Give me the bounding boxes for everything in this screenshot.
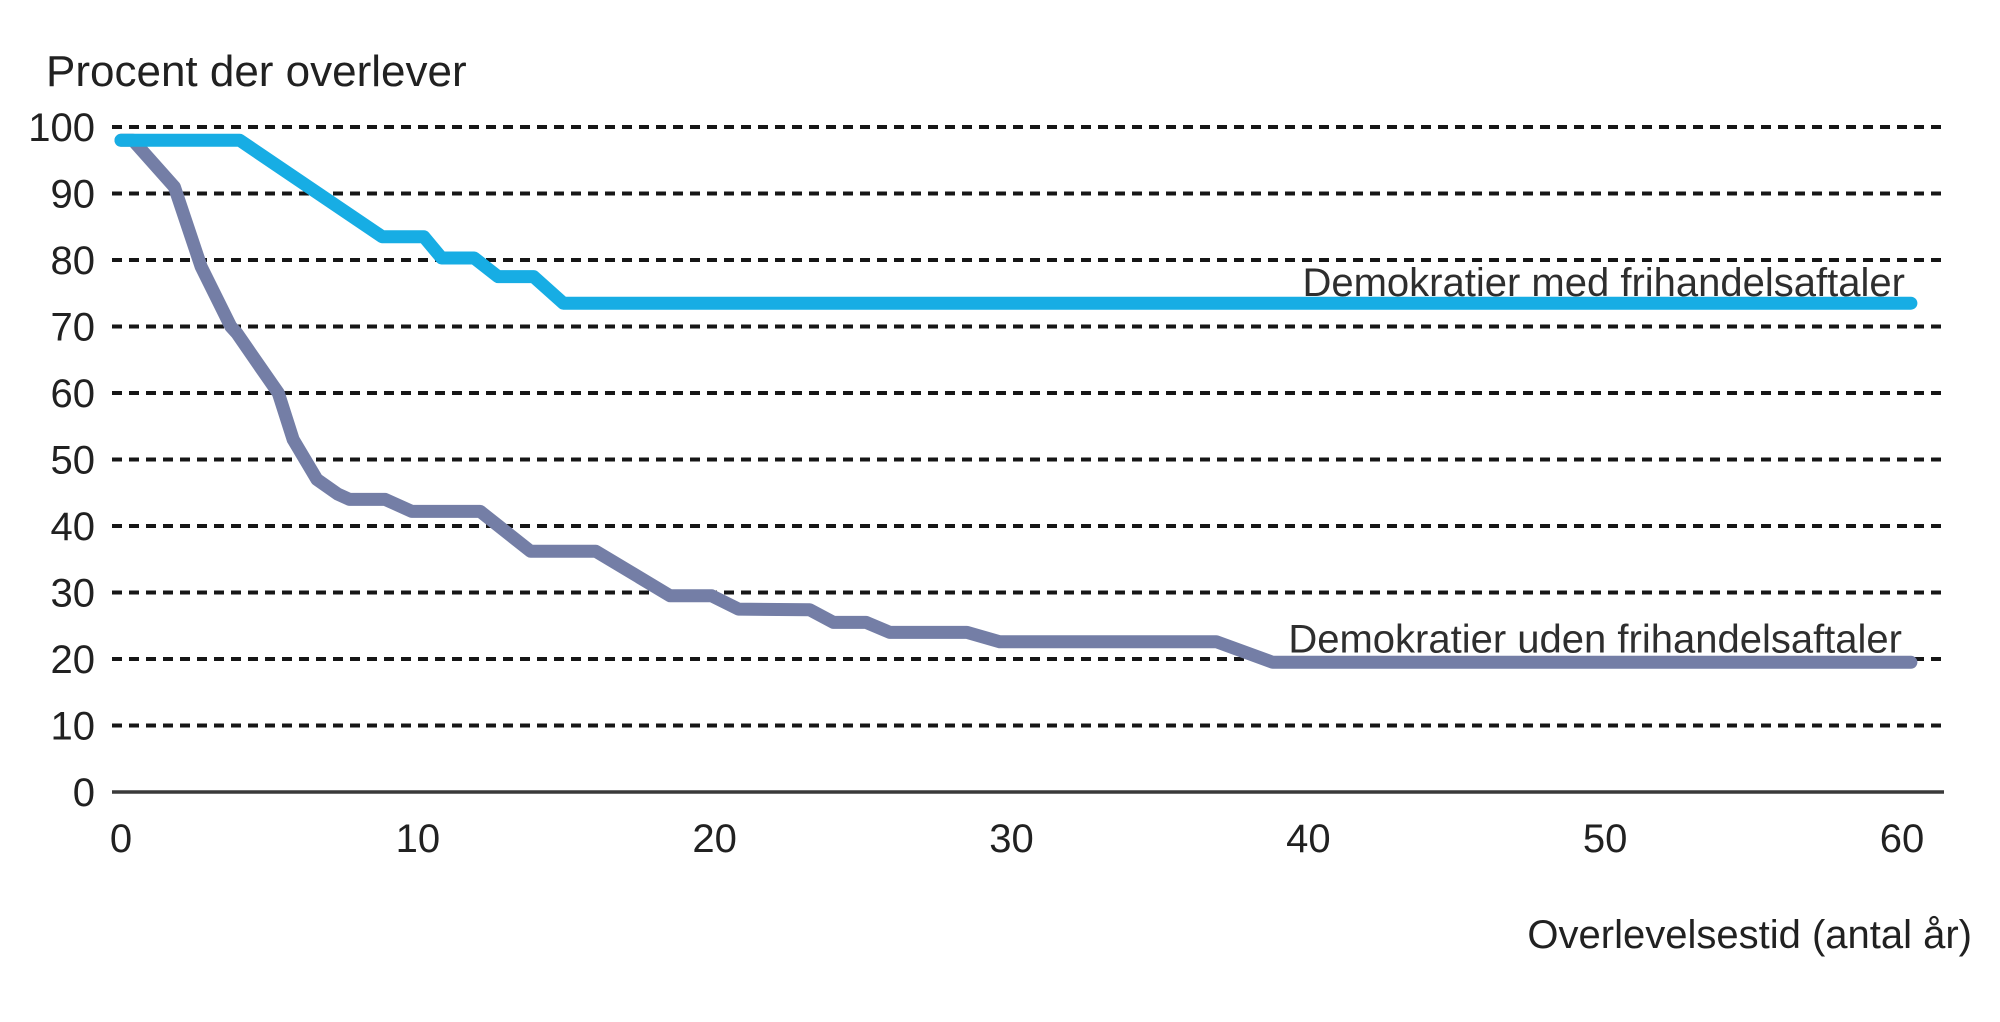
series-labels-group: Demokratier uden frihandelsaftaler Demokr… bbox=[1288, 261, 1905, 661]
y-tick-label-60: 60 bbox=[51, 372, 96, 416]
x-tick-label-40: 40 bbox=[1286, 817, 1331, 861]
x-tick-label-30: 30 bbox=[989, 817, 1034, 861]
y-tick-label-0: 0 bbox=[73, 771, 95, 815]
gridlines-group bbox=[112, 125, 1944, 794]
x-tick-label-50: 50 bbox=[1583, 817, 1628, 861]
series-lines-group bbox=[114, 133, 1918, 669]
y-tick-label-40: 40 bbox=[51, 505, 96, 549]
y-tick-labels-group: 0 10 20 30 40 50 60 70 80 90 100 bbox=[28, 106, 95, 815]
x-tick-label-20: 20 bbox=[692, 817, 737, 861]
series-line-0 bbox=[114, 133, 1918, 669]
y-tick-label-10: 10 bbox=[51, 705, 96, 749]
series-line-1 bbox=[114, 133, 1918, 310]
y-tick-label-70: 70 bbox=[51, 306, 96, 350]
y-tick-label-30: 30 bbox=[51, 572, 96, 616]
chart-title: Procent der overlever bbox=[46, 47, 467, 96]
series-label-1: Demokratier med frihandelsaftaler bbox=[1302, 261, 1904, 305]
y-tick-label-80: 80 bbox=[51, 239, 96, 283]
y-tick-label-50: 50 bbox=[51, 439, 96, 483]
y-tick-label-100: 100 bbox=[28, 106, 95, 150]
y-tick-label-90: 90 bbox=[51, 173, 96, 217]
x-tick-labels-group: 0 10 20 30 40 50 60 bbox=[110, 817, 1924, 861]
y-tick-label-20: 20 bbox=[51, 638, 96, 682]
x-tick-label-10: 10 bbox=[396, 817, 441, 861]
x-tick-label-0: 0 bbox=[110, 817, 132, 861]
series-label-0: Demokratier uden frihandelsaftaler bbox=[1288, 617, 1902, 661]
x-tick-label-60: 60 bbox=[1880, 817, 1925, 861]
x-axis-label: Overlevelsestid (antal år) bbox=[1527, 913, 1972, 957]
